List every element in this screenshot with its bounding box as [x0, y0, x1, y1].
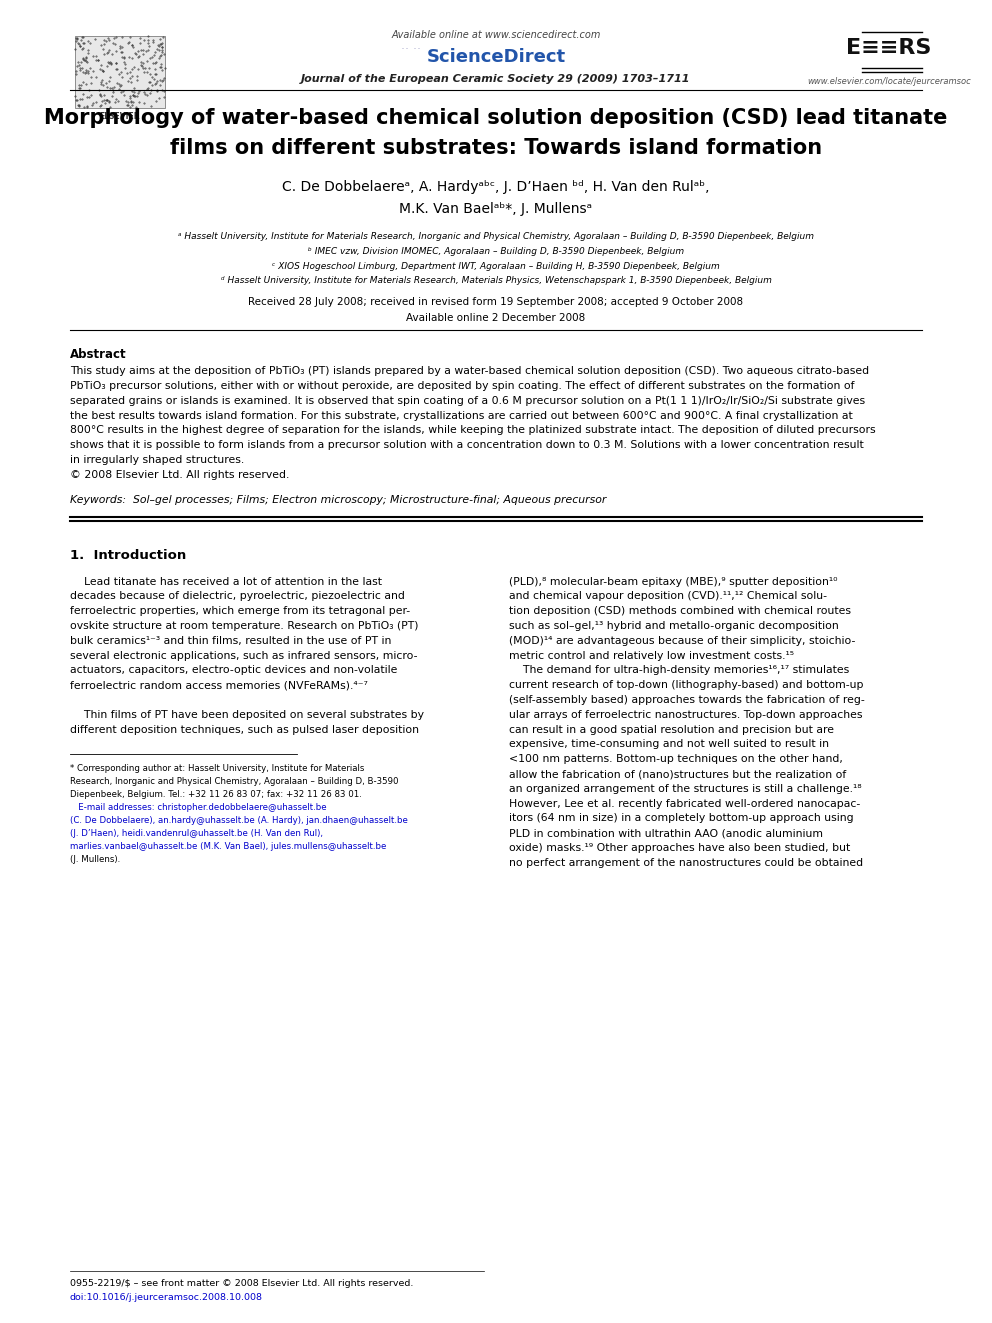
Text: ovskite structure at room temperature. Research on PbTiO₃ (PT): ovskite structure at room temperature. R… — [70, 620, 419, 631]
Text: doi:10.1016/j.jeurceramsoc.2008.10.008: doi:10.1016/j.jeurceramsoc.2008.10.008 — [70, 1293, 263, 1302]
Text: ular arrays of ferroelectric nanostructures. Top-down approaches: ular arrays of ferroelectric nanostructu… — [509, 710, 862, 720]
Text: 800°C results in the highest degree of separation for the islands, while keeping: 800°C results in the highest degree of s… — [70, 426, 876, 435]
Text: no perfect arrangement of the nanostructures could be obtained: no perfect arrangement of the nanostruct… — [509, 857, 863, 868]
Text: different deposition techniques, such as pulsed laser deposition: different deposition techniques, such as… — [70, 725, 419, 734]
Text: The demand for ultra-high-density memories¹⁶,¹⁷ stimulates: The demand for ultra-high-density memori… — [509, 665, 849, 676]
Text: E≡≡RS: E≡≡RS — [846, 38, 931, 58]
Text: Research, Inorganic and Physical Chemistry, Agoralaan – Building D, B-3590: Research, Inorganic and Physical Chemist… — [70, 777, 399, 786]
Text: in irregularly shaped structures.: in irregularly shaped structures. — [70, 455, 244, 464]
Text: * Corresponding author at: Hasselt University, Institute for Materials: * Corresponding author at: Hasselt Unive… — [70, 765, 364, 773]
Text: ᵃ Hasselt University, Institute for Materials Research, Inorganic and Physical C: ᵃ Hasselt University, Institute for Mate… — [178, 232, 814, 241]
Text: Available online at www.sciencedirect.com: Available online at www.sciencedirect.co… — [391, 30, 601, 40]
Text: Thin films of PT have been deposited on several substrates by: Thin films of PT have been deposited on … — [70, 710, 424, 720]
Text: 1.  Introduction: 1. Introduction — [70, 549, 186, 561]
Text: several electronic applications, such as infrared sensors, micro-: several electronic applications, such as… — [70, 651, 418, 660]
Text: bulk ceramics¹⁻³ and thin films, resulted in the use of PT in: bulk ceramics¹⁻³ and thin films, resulte… — [70, 636, 392, 646]
Text: marlies.vanbael@uhasselt.be (M.K. Van Bael), jules.mullens@uhasselt.be: marlies.vanbael@uhasselt.be (M.K. Van Ba… — [70, 843, 386, 851]
Text: tion deposition (CSD) methods combined with chemical routes: tion deposition (CSD) methods combined w… — [509, 606, 850, 617]
Text: (self-assembly based) approaches towards the fabrication of reg-: (self-assembly based) approaches towards… — [509, 695, 864, 705]
Text: such as sol–gel,¹³ hybrid and metallo-organic decomposition: such as sol–gel,¹³ hybrid and metallo-or… — [509, 620, 838, 631]
Text: ferroelectric properties, which emerge from its tetragonal per-: ferroelectric properties, which emerge f… — [70, 606, 410, 617]
Text: (J. Mullens).: (J. Mullens). — [70, 855, 120, 864]
Text: the best results towards island formation. For this substrate, crystallizations : the best results towards island formatio… — [70, 410, 853, 421]
Text: metric control and relatively low investment costs.¹⁵: metric control and relatively low invest… — [509, 651, 794, 660]
Text: and chemical vapour deposition (CVD).¹¹,¹² Chemical solu-: and chemical vapour deposition (CVD).¹¹,… — [509, 591, 826, 602]
Text: C. De Dobbelaereᵃ, A. Hardyᵃᵇᶜ, J. D’Haen ᵇᵈ, H. Van den Rulᵃᵇ,: C. De Dobbelaereᵃ, A. Hardyᵃᵇᶜ, J. D’Hae… — [283, 180, 709, 194]
Text: Keywords:  Sol–gel processes; Films; Electron microscopy; Microstructure-final; : Keywords: Sol–gel processes; Films; Elec… — [70, 495, 606, 504]
Text: (MOD)¹⁴ are advantageous because of their simplicity, stoichio-: (MOD)¹⁴ are advantageous because of thei… — [509, 636, 855, 646]
Text: Abstract: Abstract — [70, 348, 127, 361]
Text: Morphology of water-based chemical solution deposition (CSD) lead titanate: Morphology of water-based chemical solut… — [45, 108, 947, 128]
Text: itors (64 nm in size) in a completely bottom-up approach using: itors (64 nm in size) in a completely bo… — [509, 814, 853, 823]
Text: PbTiO₃ precursor solutions, either with or without peroxide, are deposited by sp: PbTiO₃ precursor solutions, either with … — [70, 381, 854, 392]
Text: Journal of the European Ceramic Society 29 (2009) 1703–1711: Journal of the European Ceramic Society … — [302, 74, 690, 83]
Text: Received 28 July 2008; received in revised form 19 September 2008; accepted 9 Oc: Received 28 July 2008; received in revis… — [248, 298, 744, 307]
Text: © 2008 Elsevier Ltd. All rights reserved.: © 2008 Elsevier Ltd. All rights reserved… — [70, 470, 290, 480]
Text: ScienceDirect: ScienceDirect — [427, 48, 565, 66]
Text: 0955-2219/$ – see front matter © 2008 Elsevier Ltd. All rights reserved.: 0955-2219/$ – see front matter © 2008 El… — [70, 1279, 414, 1289]
Text: separated grains or islands is examined. It is observed that spin coating of a 0: separated grains or islands is examined.… — [70, 396, 865, 406]
Text: decades because of dielectric, pyroelectric, piezoelectric and: decades because of dielectric, pyroelect… — [70, 591, 405, 602]
Text: This study aims at the deposition of PbTiO₃ (PT) islands prepared by a water-bas: This study aims at the deposition of PbT… — [70, 366, 869, 376]
Text: ᵇ IMEC vzw, Division IMOMEC, Agoralaan – Building D, B-3590 Diepenbeek, Belgium: ᵇ IMEC vzw, Division IMOMEC, Agoralaan –… — [308, 247, 684, 255]
Text: ᶜ XIOS Hogeschool Limburg, Department IWT, Agoralaan – Building H, B-3590 Diepen: ᶜ XIOS Hogeschool Limburg, Department IW… — [272, 262, 720, 271]
Text: Diepenbeek, Belgium. Tel.: +32 11 26 83 07; fax: +32 11 26 83 01.: Diepenbeek, Belgium. Tel.: +32 11 26 83 … — [70, 790, 362, 799]
Text: current research of top-down (lithography-based) and bottom-up: current research of top-down (lithograph… — [509, 680, 863, 691]
Text: However, Lee et al. recently fabricated well-ordered nanocapac-: However, Lee et al. recently fabricated … — [509, 799, 860, 808]
Text: ·· ··: ·· ·· — [401, 44, 421, 56]
Text: <100 nm patterns. Bottom-up techniques on the other hand,: <100 nm patterns. Bottom-up techniques o… — [509, 754, 842, 765]
Text: ELSEVIER: ELSEVIER — [99, 112, 140, 120]
Text: allow the fabrication of (nano)structures but the realization of: allow the fabrication of (nano)structure… — [509, 769, 846, 779]
Text: Lead titanate has received a lot of attention in the last: Lead titanate has received a lot of atte… — [70, 577, 382, 586]
Text: ferroelectric random access memories (NVFeRAMs).⁴⁻⁷: ferroelectric random access memories (NV… — [70, 680, 368, 691]
Text: E-mail addresses: christopher.dedobbelaere@uhasselt.be: E-mail addresses: christopher.dedobbelae… — [70, 803, 326, 812]
Text: PLD in combination with ultrathin AAO (anodic aluminium: PLD in combination with ultrathin AAO (a… — [509, 828, 822, 839]
Text: shows that it is possible to form islands from a precursor solution with a conce: shows that it is possible to form island… — [70, 441, 864, 450]
Bar — [75, 36, 165, 108]
Text: Available online 2 December 2008: Available online 2 December 2008 — [407, 312, 585, 323]
Text: can result in a good spatial resolution and precision but are: can result in a good spatial resolution … — [509, 725, 833, 734]
Text: an organized arrangement of the structures is still a challenge.¹⁸: an organized arrangement of the structur… — [509, 783, 861, 794]
Text: actuators, capacitors, electro-optic devices and non-volatile: actuators, capacitors, electro-optic dev… — [70, 665, 398, 676]
Text: www.elsevier.com/locate/jeurceramsoc: www.elsevier.com/locate/jeurceramsoc — [807, 77, 971, 86]
Text: M.K. Van Baelᵃᵇ*, J. Mullensᵃ: M.K. Van Baelᵃᵇ*, J. Mullensᵃ — [400, 202, 592, 216]
Text: films on different substrates: Towards island formation: films on different substrates: Towards i… — [170, 138, 822, 157]
Text: oxide) masks.¹⁹ Other approaches have also been studied, but: oxide) masks.¹⁹ Other approaches have al… — [509, 843, 850, 853]
Text: (PLD),⁸ molecular-beam epitaxy (MBE),⁹ sputter deposition¹⁰: (PLD),⁸ molecular-beam epitaxy (MBE),⁹ s… — [509, 577, 837, 586]
Text: expensive, time-consuming and not well suited to result in: expensive, time-consuming and not well s… — [509, 740, 828, 749]
Text: ᵈ Hasselt University, Institute for Materials Research, Materials Physics, Weten: ᵈ Hasselt University, Institute for Mate… — [220, 277, 772, 286]
Text: (C. De Dobbelaere), an.hardy@uhasselt.be (A. Hardy), jan.dhaen@uhasselt.be: (C. De Dobbelaere), an.hardy@uhasselt.be… — [70, 816, 408, 826]
Text: (J. D’Haen), heidi.vandenrul@uhasselt.be (H. Van den Rul),: (J. D’Haen), heidi.vandenrul@uhasselt.be… — [70, 830, 323, 839]
